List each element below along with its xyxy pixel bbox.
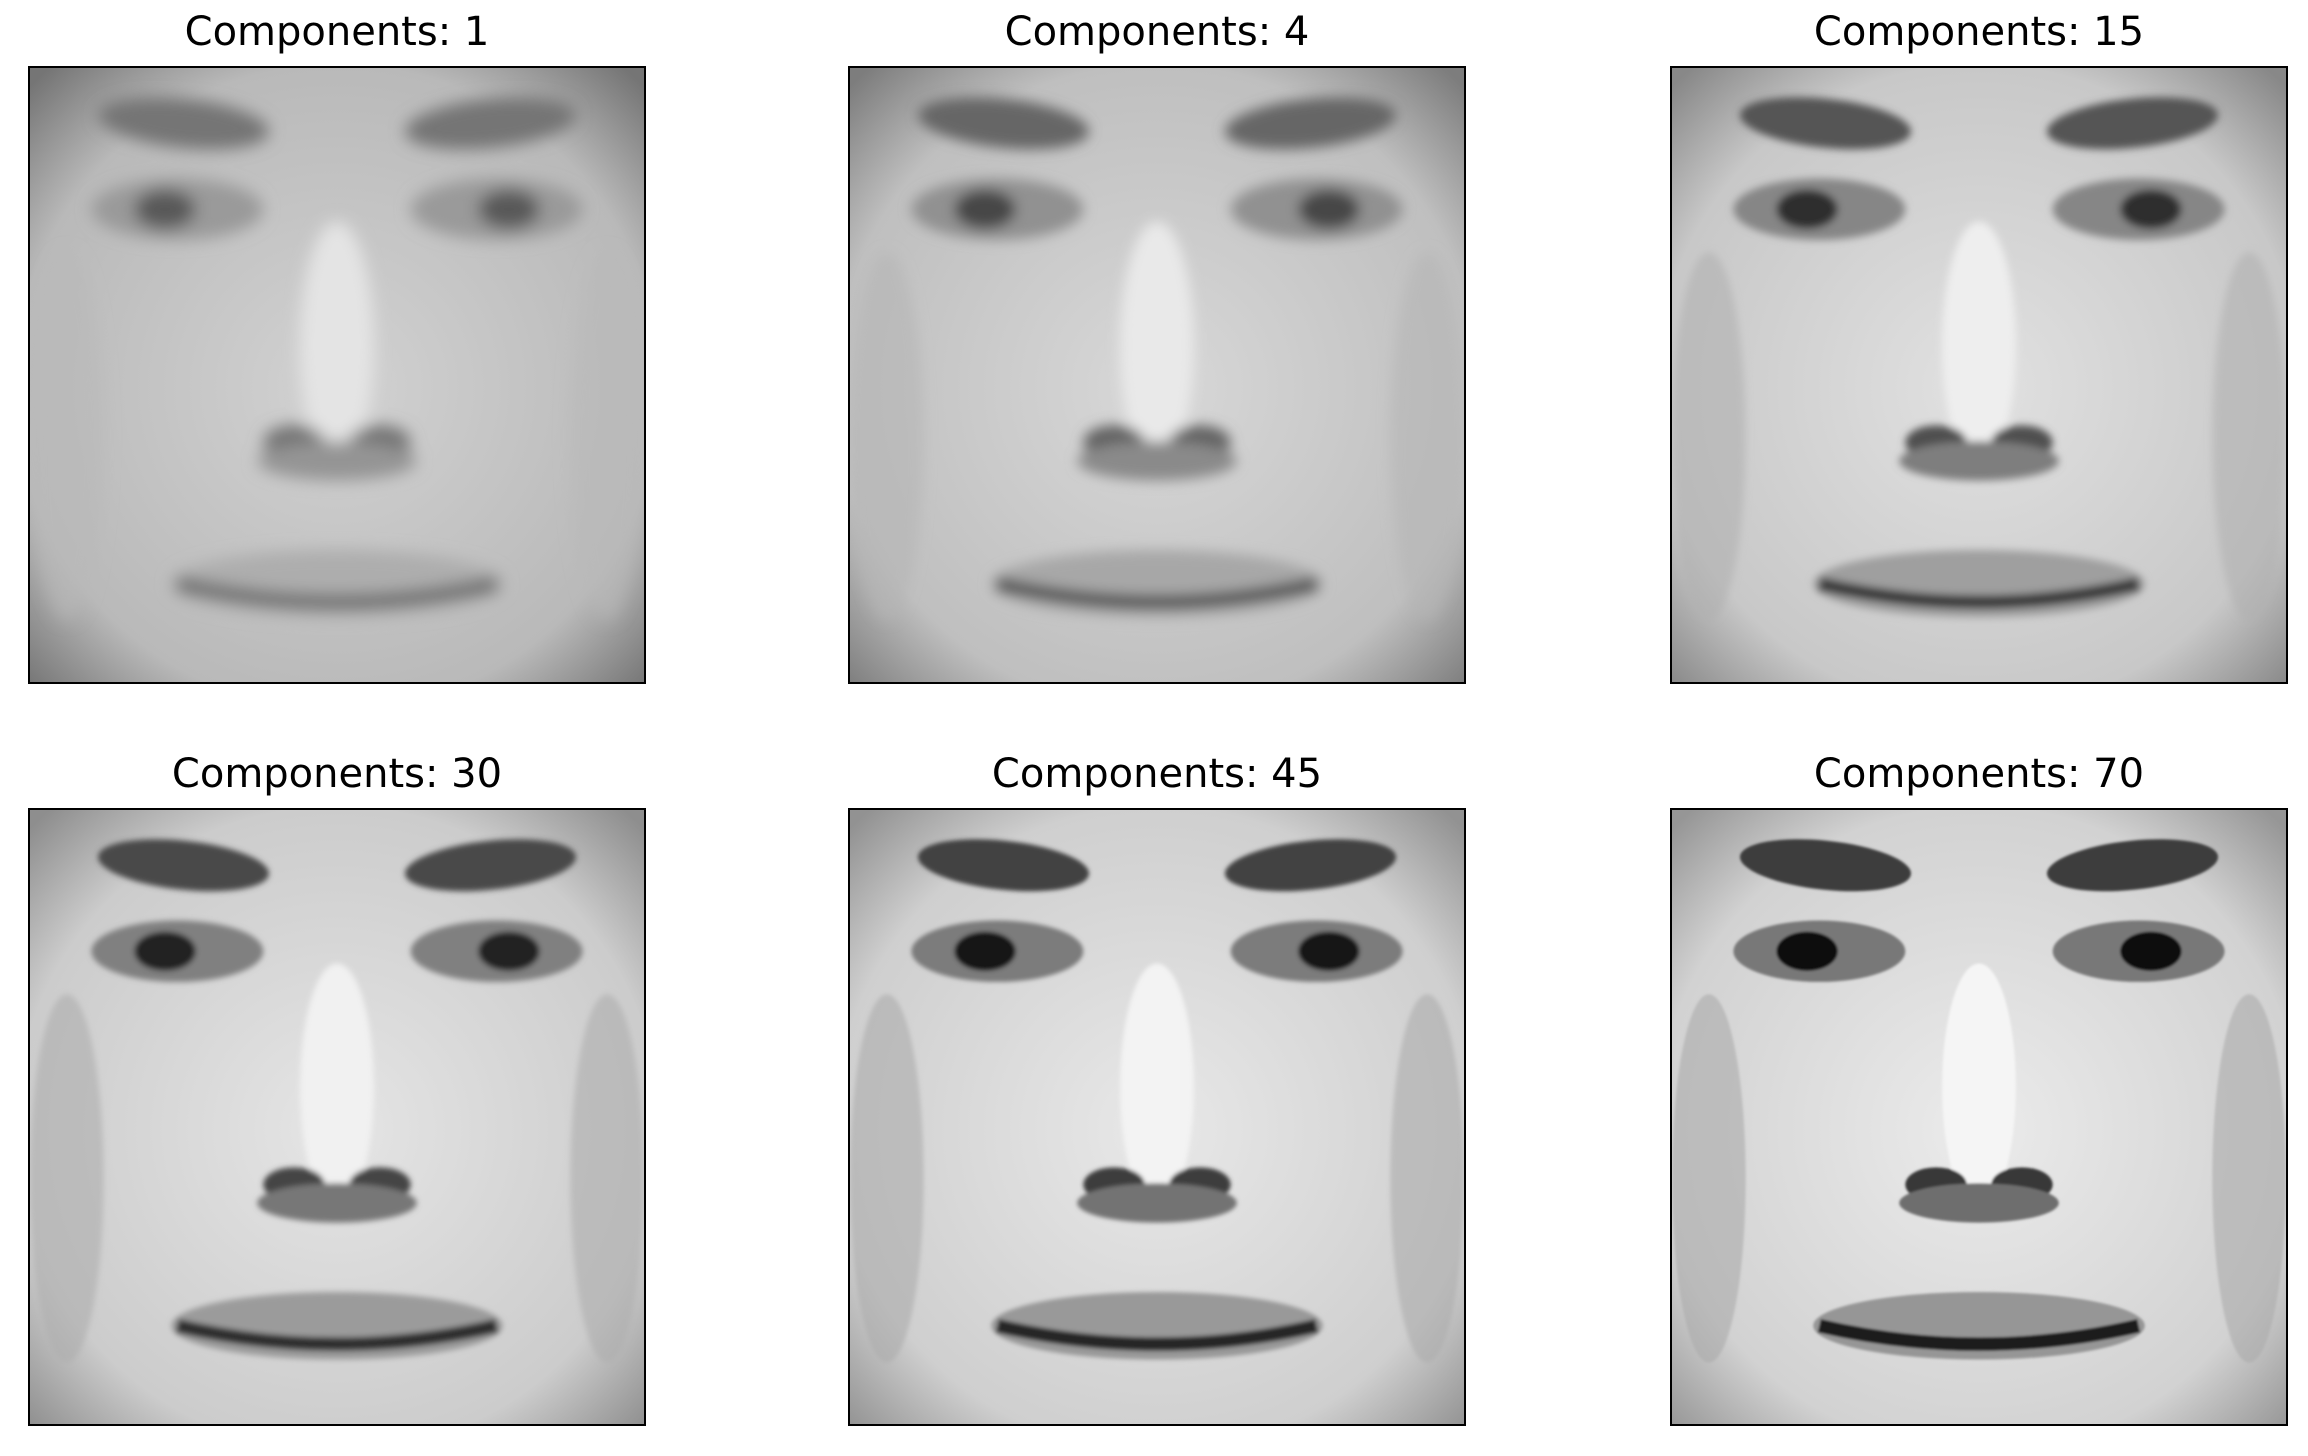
face-reconstruction-image bbox=[1670, 808, 2288, 1426]
panel-components-4: Components: 4 bbox=[848, 4, 1466, 690]
panel-components-30: Components: 30 bbox=[28, 746, 646, 1432]
panel-components-45: Components: 45 bbox=[848, 746, 1466, 1432]
face-reconstruction-image bbox=[848, 808, 1466, 1426]
face-reconstruction-image bbox=[1670, 66, 2288, 684]
panel-components-15: Components: 15 bbox=[1670, 4, 2288, 690]
panel-title: Components: 1 bbox=[184, 9, 490, 55]
panel-components-70: Components: 70 bbox=[1670, 746, 2288, 1432]
panel-title: Components: 15 bbox=[1813, 9, 2145, 55]
panel-title: Components: 4 bbox=[1004, 9, 1310, 55]
face-reconstruction-image bbox=[28, 66, 646, 684]
panel-title: Components: 45 bbox=[991, 751, 1323, 797]
face-reconstruction-image bbox=[848, 66, 1466, 684]
panel-title: Components: 30 bbox=[171, 751, 503, 797]
face-reconstruction-image bbox=[28, 808, 646, 1426]
panel-title: Components: 70 bbox=[1813, 751, 2145, 797]
panel-components-1: Components: 1 bbox=[28, 4, 646, 690]
